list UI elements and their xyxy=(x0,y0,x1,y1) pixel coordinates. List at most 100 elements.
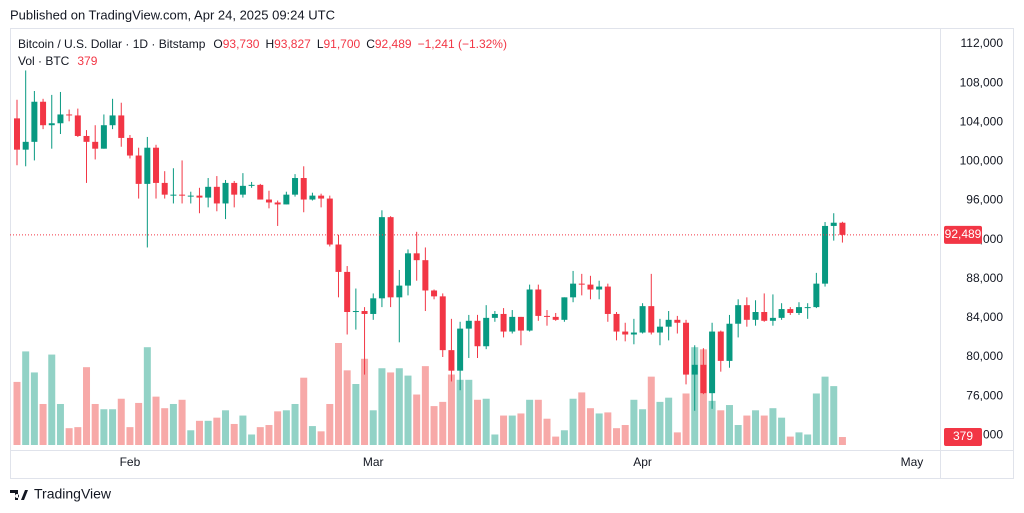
ohlc-value: 93,827 xyxy=(274,37,311,51)
volume-bar xyxy=(517,413,525,445)
volume-bar xyxy=(282,410,290,445)
brand-name: TradingView xyxy=(34,486,112,502)
volume-bar xyxy=(830,386,838,445)
volume-bar xyxy=(178,399,186,445)
ohlc-key: O xyxy=(213,37,222,51)
candle-body xyxy=(404,253,411,286)
volume-bar xyxy=(274,411,282,445)
volume-bar xyxy=(187,430,195,445)
candle-body xyxy=(613,313,620,332)
symbol-name: Bitcoin / U.S. Dollar · 1D · Bitstamp xyxy=(18,37,206,51)
candle-body xyxy=(109,115,116,126)
volume-bar xyxy=(838,437,846,445)
volume-bar xyxy=(83,367,91,445)
volume-bar xyxy=(656,401,664,445)
volume-bar xyxy=(708,400,716,445)
price-badge-label: 92,489 xyxy=(945,227,982,241)
volume-bar xyxy=(169,403,177,445)
published-note: Published on TradingView.com, Apr 24, 20… xyxy=(10,7,335,22)
candle-body xyxy=(813,283,820,308)
candle-body xyxy=(665,319,672,327)
candle-body xyxy=(57,114,64,124)
volume-bar xyxy=(248,434,256,445)
volume-bar xyxy=(143,347,151,445)
candle-body xyxy=(735,305,742,324)
volume-bar xyxy=(413,394,421,445)
volume-bar xyxy=(595,413,603,445)
volume-bar xyxy=(74,427,82,445)
symbol-legend: Bitcoin / U.S. Dollar · 1D · Bitstamp O 93… xyxy=(18,37,507,51)
candle-body xyxy=(213,186,220,204)
candle-body xyxy=(604,286,611,314)
candle-body xyxy=(622,331,629,335)
candle-body xyxy=(648,306,655,333)
candle-body xyxy=(769,317,776,321)
volume-bar xyxy=(699,349,707,445)
candle-body xyxy=(14,118,20,150)
x-tick-label: Mar xyxy=(363,455,384,469)
candle-body xyxy=(561,297,568,320)
candle-body xyxy=(700,364,707,394)
volume-bar xyxy=(491,434,499,445)
candle-body xyxy=(431,290,438,297)
price-badge xyxy=(944,225,982,244)
candle-body xyxy=(683,322,690,375)
volume-bar xyxy=(22,351,30,445)
volume-bar xyxy=(109,409,117,445)
x-tick-label: Feb xyxy=(120,455,141,469)
volume-bar xyxy=(152,396,160,445)
candle-body xyxy=(135,155,142,184)
volume-bar xyxy=(613,428,621,445)
volume-bar xyxy=(430,406,438,445)
candle-body xyxy=(691,364,698,375)
candle-body xyxy=(74,115,81,136)
candle-body xyxy=(422,260,429,291)
candle-body xyxy=(396,285,403,298)
volume-bar xyxy=(13,381,21,445)
candle-body xyxy=(509,316,516,332)
candle-body xyxy=(378,217,385,299)
y-tick-label: 80,000 xyxy=(966,349,1003,363)
candle-body xyxy=(248,184,255,186)
volume-bar xyxy=(812,393,820,445)
candle-body xyxy=(439,296,446,351)
candle-body xyxy=(570,283,577,298)
volume-bar xyxy=(630,399,638,445)
candle-body xyxy=(231,182,238,195)
candle-body xyxy=(196,195,203,198)
volume-bar xyxy=(135,402,143,445)
y-tick-label: 96,000 xyxy=(966,193,1003,207)
volume-bar xyxy=(100,409,108,445)
candle-body xyxy=(674,319,681,323)
volume-bar xyxy=(778,417,786,445)
candle-body xyxy=(457,328,464,371)
candle-body xyxy=(205,186,212,198)
candle-body xyxy=(630,332,637,335)
candle-body xyxy=(22,141,29,150)
volume-bar xyxy=(126,427,134,445)
candle-body xyxy=(257,184,264,200)
volume-bar xyxy=(647,376,655,445)
y-tick-label: 104,000 xyxy=(960,114,1004,128)
volume-bar xyxy=(578,392,586,445)
volume-bar xyxy=(213,417,221,445)
ohlc-key: H xyxy=(265,37,274,51)
volume-bar xyxy=(300,377,308,445)
volume-bar xyxy=(161,408,169,445)
volume-bar xyxy=(369,410,377,445)
candle-body xyxy=(83,135,90,142)
volume-bar xyxy=(508,415,516,445)
candle-body xyxy=(839,222,846,235)
volume-bar xyxy=(352,384,360,445)
volume-bar xyxy=(639,409,647,445)
candle-body xyxy=(726,323,733,361)
candle-body xyxy=(344,271,351,313)
candle-body xyxy=(743,305,750,320)
volume-bar xyxy=(534,399,542,445)
candle-body xyxy=(92,141,99,149)
candle-body xyxy=(144,147,151,184)
candle-body xyxy=(587,284,594,290)
candle-body xyxy=(48,123,55,126)
volume-bar xyxy=(30,372,38,445)
